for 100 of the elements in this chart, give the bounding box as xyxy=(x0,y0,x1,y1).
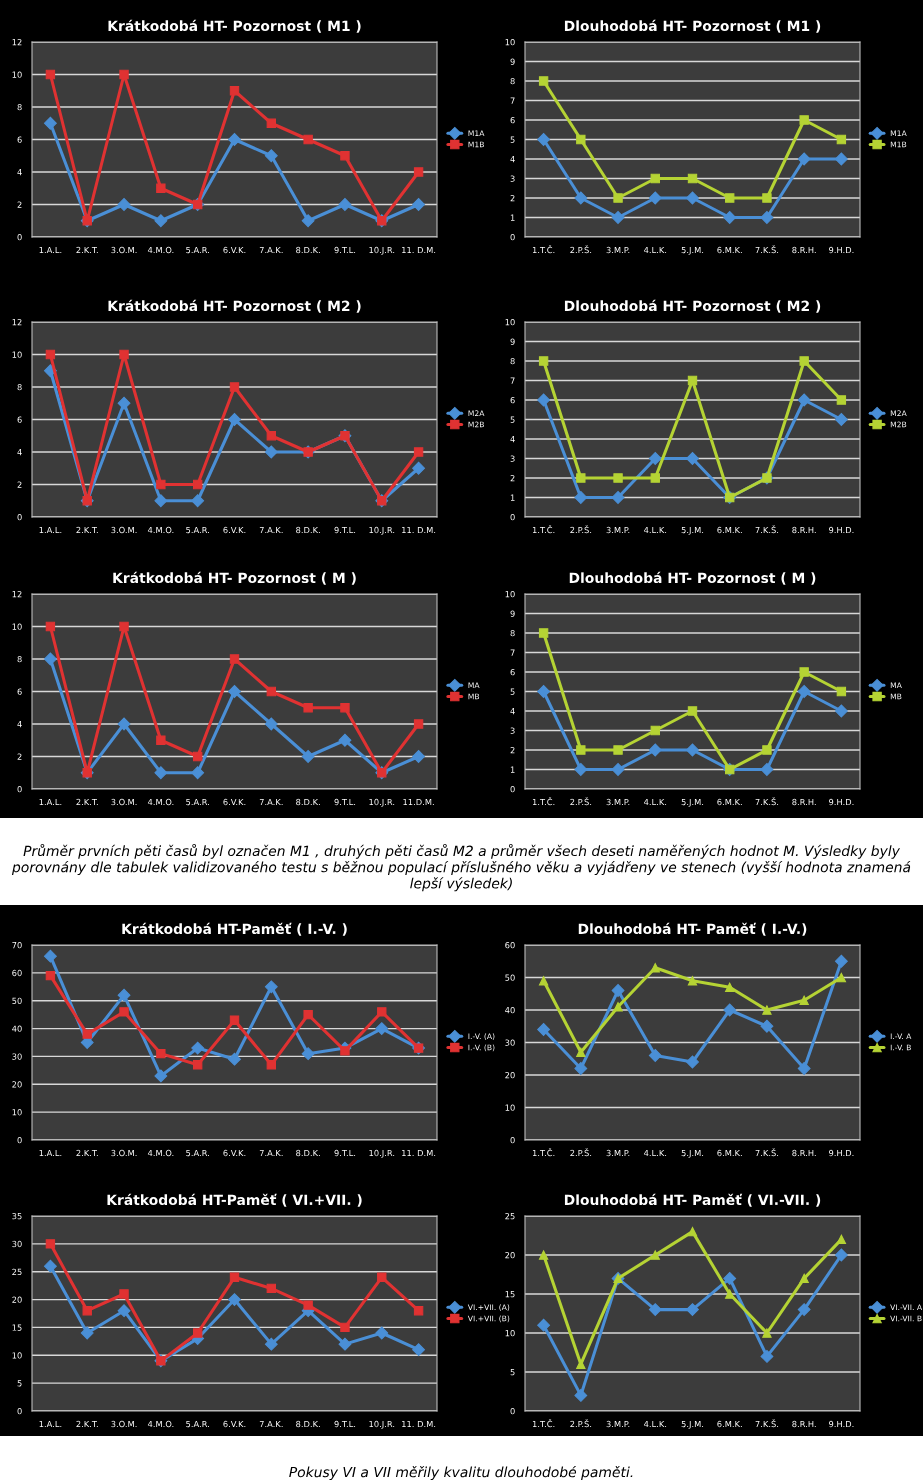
y-tick-label: 1 xyxy=(510,494,515,501)
x-tick-label: 8.D.K. xyxy=(296,246,320,254)
y-tick-label: 25 xyxy=(505,1212,515,1220)
x-tick-label: 3.M.P. xyxy=(606,246,630,254)
y-tick-label: 40 xyxy=(12,1025,22,1032)
x-tick-label: 7.A.K. xyxy=(259,1149,283,1157)
y-tick-label: 7 xyxy=(510,97,515,104)
x-tick-label: 2.P.Š. xyxy=(570,1419,592,1428)
x-tick-label: 4.L.K. xyxy=(644,246,667,254)
x-tick-label: 11.D.M. xyxy=(403,798,434,806)
x-tick-label: 8.D.K. xyxy=(296,526,320,534)
chart-title: Krátkodobá HT-Paměť ( I.-V. ) xyxy=(122,922,347,936)
y-tick-label: 3 xyxy=(510,727,515,734)
y-tick-label: 30 xyxy=(505,1039,515,1046)
y-tick-label: 8 xyxy=(510,77,515,85)
y-tick-label: 12 xyxy=(12,38,22,46)
y-tick-label: 6 xyxy=(17,688,22,695)
y-tick-label: 30 xyxy=(12,1053,22,1060)
x-tick-label: 6.M.K. xyxy=(717,798,742,806)
x-tick-label: 11. D.M. xyxy=(402,246,436,254)
y-tick-label: 10 xyxy=(505,1329,515,1337)
x-tick-label: 9.T.L. xyxy=(334,1149,356,1157)
x-tick-label: 5.A.R. xyxy=(186,526,209,534)
x-tick-label: 9.H.D. xyxy=(829,246,854,254)
x-tick-label: 9.H.D. xyxy=(829,798,854,806)
y-tick-label: 4 xyxy=(510,156,515,163)
x-tick-label: 3.M.P. xyxy=(606,1149,630,1157)
x-tick-label: 2.K.T. xyxy=(76,798,98,806)
y-tick-label: 3 xyxy=(510,455,515,462)
x-tick-label: 10.J.R. xyxy=(369,1420,395,1429)
y-tick-label: 50 xyxy=(12,997,22,1004)
y-tick-label: 5 xyxy=(510,1369,515,1376)
y-tick-label: 2 xyxy=(17,201,22,208)
y-tick-label: 9 xyxy=(510,610,515,617)
x-tick-label: 1.T.Č. xyxy=(532,245,555,254)
y-tick-label: 1 xyxy=(510,214,515,221)
chart-title: Dlouhodobá HT- Pozornost ( M2 ) xyxy=(564,299,821,313)
y-tick-label: 2 xyxy=(510,746,515,754)
y-tick-label: 6 xyxy=(17,136,22,143)
x-tick-label: 6.V.K. xyxy=(223,246,246,254)
y-tick-label: 0 xyxy=(17,233,22,241)
text: Pokusy VI a VII měřily kvalitu dlouhodobé paměti. xyxy=(289,1466,633,1480)
x-tick-label: 1.A.L. xyxy=(39,1149,62,1157)
x-tick-label: 5.A.R. xyxy=(186,1420,209,1428)
x-tick-label: 10.J.R. xyxy=(369,1149,395,1158)
x-tick-label: 8.R.H. xyxy=(792,526,816,534)
x-tick-label: 9.T.L. xyxy=(334,246,356,254)
x-tick-label: 7.K.Š. xyxy=(755,1419,779,1428)
x-tick-label: 1.T.Č. xyxy=(532,1148,555,1157)
y-tick-label: 35 xyxy=(12,1212,22,1220)
y-tick-label: 2 xyxy=(17,753,22,760)
y-tick-label: 0 xyxy=(17,1136,22,1144)
x-tick-label: 6.V.K. xyxy=(223,1420,246,1428)
x-tick-label: 1.A.L. xyxy=(39,246,62,254)
x-tick-label: 7.A.K. xyxy=(259,246,283,254)
x-tick-label: 7.A.K. xyxy=(259,798,283,806)
y-tick-label: 4 xyxy=(17,169,22,176)
x-tick-label: 5.J.M. xyxy=(681,246,704,255)
x-tick-label: 3.M.P. xyxy=(606,798,630,806)
x-tick-label: 5.A.R. xyxy=(186,798,209,806)
x-tick-label: 5.J.M. xyxy=(681,526,704,535)
y-tick-label: 10 xyxy=(12,71,22,78)
x-tick-label: 1.T.Č. xyxy=(532,797,555,806)
x-tick-label: 9.T.L. xyxy=(334,1420,356,1428)
y-tick-label: 60 xyxy=(12,969,22,977)
x-tick-label: 9.H.D. xyxy=(829,526,854,534)
y-tick-label: 10 xyxy=(12,1109,22,1116)
x-tick-label: 6.M.K. xyxy=(717,1420,742,1428)
x-tick-label: 4.M.O. xyxy=(147,526,174,534)
x-tick-label: 3.M.P. xyxy=(606,1420,630,1428)
x-tick-label: 1.A.L. xyxy=(39,526,62,534)
y-tick-label: 0 xyxy=(510,233,515,241)
x-tick-label: 9.H.D. xyxy=(829,1149,854,1157)
x-tick-label: 5.A.R. xyxy=(186,1149,209,1157)
text: Průměr prvních pěti časů byl označen M1 , druhých pěti časů M2 a průměr všech deseti naměřených hodnot M. Výsledky byly porovnány dle tabulek validizovaného testu s běžnou populací příslušného věku a vyjádřeny ve stenech (vyšší hodnota znamená lepší výsledek) xyxy=(11,844,911,892)
x-tick-label: 7.K.Š. xyxy=(755,797,779,806)
x-tick-label: 4.M.O. xyxy=(147,798,174,806)
x-tick-label: 10.J.R. xyxy=(369,798,395,807)
y-tick-label: 0 xyxy=(17,1407,22,1415)
x-tick-label: 3.O.M. xyxy=(111,1420,137,1428)
x-tick-label: 8.R.H. xyxy=(792,1149,816,1157)
x-tick-label: 8.R.H. xyxy=(792,1420,816,1428)
x-tick-label: 10.J.R. xyxy=(369,526,395,535)
x-tick-label: 1.A.L. xyxy=(39,798,62,806)
chart-title: Krátkodobá HT-Paměť ( VI.+VII. ) xyxy=(107,1193,362,1207)
y-tick-label: 10 xyxy=(505,318,515,326)
x-tick-label: 7.A.K. xyxy=(259,526,283,534)
x-tick-label: 3.O.M. xyxy=(111,526,137,534)
y-tick-label: 10 xyxy=(505,38,515,46)
y-tick-label: 0 xyxy=(510,513,515,521)
x-tick-label: 2.K.T. xyxy=(76,246,98,254)
y-tick-label: 0 xyxy=(17,785,22,793)
y-tick-label: 0 xyxy=(17,513,22,521)
y-tick-label: 15 xyxy=(12,1324,22,1331)
y-tick-label: 10 xyxy=(12,1352,22,1359)
x-tick-label: 10.J.R. xyxy=(369,246,395,255)
y-tick-label: 10 xyxy=(12,623,22,630)
x-tick-label: 2.P.Š. xyxy=(570,525,592,534)
chart-title: Dlouhodobá HT- Pozornost ( M1 ) xyxy=(564,19,821,33)
x-tick-label: 9.T.L. xyxy=(334,798,356,806)
